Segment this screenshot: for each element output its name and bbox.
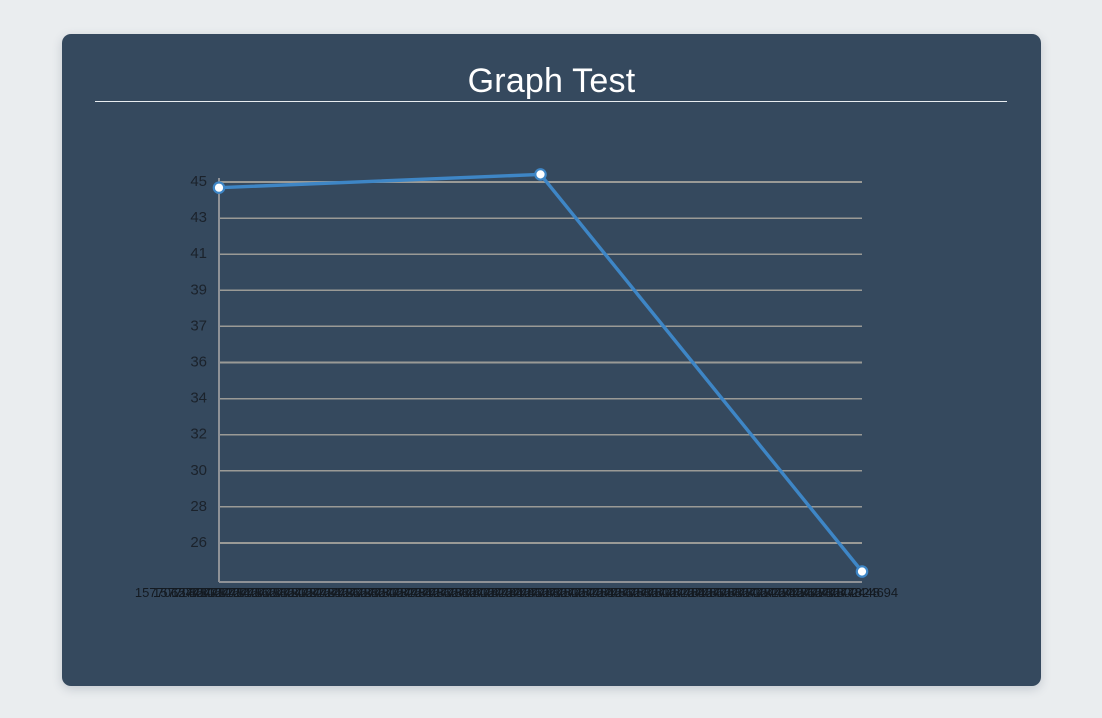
y-axis-tick-label: 37 xyxy=(190,317,207,334)
x-axis-tick-label: 1577262448 xyxy=(317,585,389,600)
x-axis-tick-label: 1577422448 xyxy=(462,585,534,600)
chart-card: Graph Test 45 43 41 39 37 36 34 32 30 28 26 157706… xyxy=(62,34,1041,686)
x-axis-tick-label: 1577282448 xyxy=(335,585,407,600)
x-axis-tick-label: 1577762448 xyxy=(771,585,843,600)
series-line[interactable] xyxy=(217,172,864,574)
line-chart-svg[interactable]: 45 43 41 39 37 36 34 32 30 28 26 15770624481577082… xyxy=(62,34,1041,686)
chart-plot-area[interactable]: 45 43 41 39 37 36 34 32 30 28 26 1577062448 1577082… xyxy=(62,34,1041,686)
y-axis-tick-label: 26 xyxy=(190,534,207,551)
x-axis-tick-label: 1577662448 xyxy=(680,585,752,600)
x-axis-tick-label: 1577562448 xyxy=(589,585,661,600)
x-axis-tick-label: 1577122448 xyxy=(189,585,261,600)
y-axis-tick-label: 41 xyxy=(190,245,207,262)
title-divider xyxy=(95,101,1007,102)
x-axis-tick-label: 1577482448 xyxy=(517,585,589,600)
gridline-group xyxy=(219,181,862,544)
x-axis-tick-label: 1577824694 xyxy=(826,585,898,600)
x-axis-tick-label: 1577742448 xyxy=(753,585,825,600)
x-axis-tick-label: 1577322448 xyxy=(371,585,443,600)
x-axis-tick-label: 1577682448 xyxy=(699,585,771,600)
data-point-marker[interactable] xyxy=(212,181,226,194)
x-axis-tick-label: 1577642448 xyxy=(662,585,734,600)
y-axis-tick-label: 43 xyxy=(190,209,207,226)
x-axis-tick-label: 1577222448 xyxy=(280,585,352,600)
x-axis-tick-label: 1577382448 xyxy=(426,585,498,600)
data-point-marker[interactable] xyxy=(855,565,869,578)
x-axis-tick-label: 1577442448 xyxy=(480,585,552,600)
x-axis-tick-label: 1577522448 xyxy=(553,585,625,600)
y-axis-tick-labels: 45 43 41 39 37 36 34 32 30 28 26 xyxy=(190,173,207,551)
x-axis-tick-label: 1577162448 xyxy=(226,585,298,600)
chart-title: Graph Test xyxy=(467,62,636,100)
x-axis-tick-label: 1577802448 xyxy=(808,585,880,600)
data-series-group[interactable] xyxy=(212,168,869,578)
x-axis-tick-label: 1577362448 xyxy=(408,585,480,600)
x-axis-tick-label: 1577702448 xyxy=(717,585,789,600)
x-axis-tick-label: 1577542448 xyxy=(571,585,643,600)
x-axis-tick-label: 1577622448 xyxy=(644,585,716,600)
x-axis-tick-label: 1577462448 xyxy=(499,585,571,600)
x-axis-tick-label: 1577342448 xyxy=(389,585,461,600)
x-axis-tick-label: 1577302448 xyxy=(353,585,425,600)
y-axis-tick-label: 28 xyxy=(190,498,207,515)
x-axis-tick-label: 1577062448 xyxy=(135,585,207,600)
x-axis-tick-label: 1577722448 xyxy=(735,585,807,600)
y-axis-tick-label: 39 xyxy=(190,281,207,298)
y-axis-tick-label: 34 xyxy=(190,390,207,407)
y-axis-tick-label: 45 xyxy=(190,173,207,190)
x-axis-tick-label: 1577402448 xyxy=(444,585,516,600)
x-axis-tick-label: 1577602448 xyxy=(626,585,698,600)
axis-lines xyxy=(218,178,862,583)
x-axis-tick-label: 1577782448 xyxy=(789,585,861,600)
x-axis-tick-label: 1577202448 xyxy=(262,585,334,600)
y-axis-tick-label: 30 xyxy=(190,462,207,479)
x-axis-tick-label: 1577082448 xyxy=(153,585,225,600)
x-axis-tick-label: 1577582448 xyxy=(608,585,680,600)
x-axis-tick-label: 1577502448 xyxy=(535,585,607,600)
x-axis-tick-label: 1577242448 xyxy=(299,585,371,600)
x-axis-tick-label: 1577182448 xyxy=(244,585,316,600)
data-point-marker[interactable] xyxy=(534,168,547,181)
x-axis-tick-labels: 1577062448157708244815771024481577122448… xyxy=(135,585,898,600)
y-axis-tick-label: 32 xyxy=(190,426,207,443)
x-axis-tick-label: 1577102448 xyxy=(171,585,243,600)
x-axis-tick-label: 1577142448 xyxy=(208,585,280,600)
y-axis-tick-label: 36 xyxy=(190,353,207,370)
